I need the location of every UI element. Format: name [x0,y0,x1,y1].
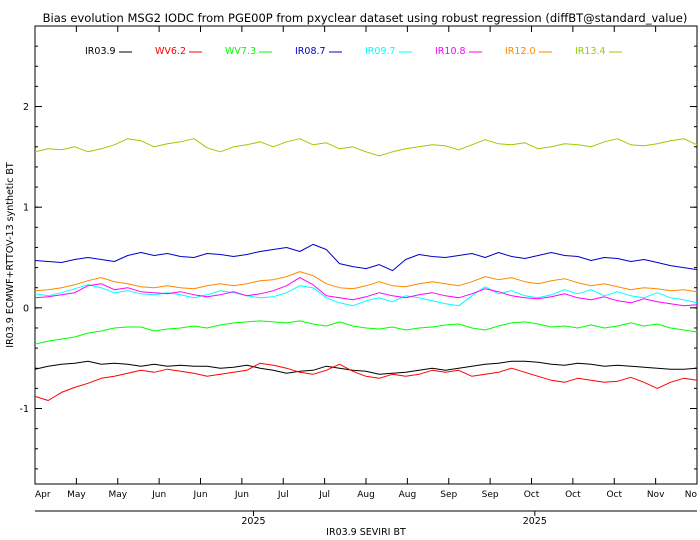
x-tick-label: Sep [482,490,499,500]
x-tick-label: Oct [524,490,540,500]
y-axis: -1 0 1 2 [20,45,697,470]
y-tick-label: 2 [23,102,29,113]
y-tick-label: 1 [23,203,29,214]
x-tick-label: May [108,490,127,500]
series-line-ir13-4 [34,138,698,157]
legend-label: WV6.2 [155,46,186,57]
series-layer [34,138,698,401]
legend-label: IR12.0 [505,46,536,57]
x-axis: Apr May May Jun Jun Jun Jul Jul Aug Aug Sep Sep Oct O… [34,26,698,527]
chart-title: Bias evolution MSG2 IODC from PGE00P fro… [43,11,688,25]
x-axis-label: IR03.9 SEVIRI BT [326,527,406,538]
x-tick-label: Aug [399,490,417,500]
x-tick-label: Aug [357,490,375,500]
year-label: 2025 [241,516,265,527]
series-line-ir08-7 [34,243,698,272]
x-tick-label: Oct [606,490,622,500]
x-tick-label: No [685,490,698,500]
legend-label: IR08.7 [295,46,326,57]
y-tick-label: -1 [20,404,29,415]
series-line-ir12-0 [34,271,698,293]
x-tick-label: May [67,490,86,500]
legend-label: IR03.9 [85,46,116,57]
x-tick-label: Jul [277,490,289,500]
year-label: 2025 [523,516,547,527]
x-tick-label: Jun [151,490,166,500]
series-line-ir09-7 [34,284,698,307]
x-tick-label: Oct [565,490,581,500]
chart-legend: IR03.9 WV6.2 WV7.3 IR08.7 IR09.7 IR10.8 IR12.0… [85,46,622,57]
series-line-ir10-8 [34,277,698,307]
y-axis-label: IR03.9 ECMWF+RTTOV-13 synthetic BT [5,162,16,348]
x-tick-label: Jul [318,490,330,500]
x-tick-label: Apr [35,490,51,500]
series-line-wv7-3 [34,320,698,345]
x-tick-label: Sep [440,490,457,500]
series-line-wv6-2 [34,362,698,401]
legend-label: WV7.3 [225,46,256,57]
x-tick-label: Jun [234,490,249,500]
y-tick-label: 0 [23,303,29,314]
legend-label: IR10.8 [435,46,466,57]
legend-label: IR13.4 [575,46,606,57]
x-tick-label: Nov [647,490,665,500]
series-line-ir03-9 [34,360,698,375]
legend-label: IR09.7 [365,46,396,57]
plot-frame [34,25,698,485]
x-tick-label: Jun [192,490,207,500]
